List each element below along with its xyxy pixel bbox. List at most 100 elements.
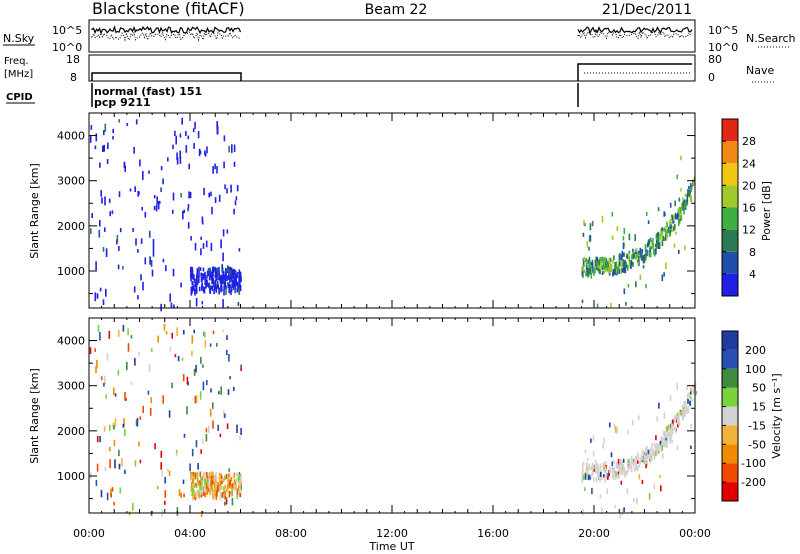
echo-cell <box>222 276 224 283</box>
echo-cell <box>581 471 584 476</box>
echo-cell <box>616 426 618 434</box>
echo-cell <box>183 209 185 213</box>
echo-cell <box>225 270 227 278</box>
echo-cell <box>234 274 237 281</box>
echo-cell <box>690 387 692 393</box>
echo-cell <box>162 258 165 263</box>
echo-cell <box>637 455 640 459</box>
echo-cell <box>130 381 133 386</box>
echo-cell <box>157 335 159 343</box>
echo-cell <box>182 479 185 484</box>
echo-cell <box>175 135 177 145</box>
echo-cell <box>665 442 667 449</box>
echo-cell <box>673 226 675 231</box>
colorbar-segment <box>722 387 738 407</box>
echo-cell <box>140 238 143 244</box>
echo-cell <box>210 388 212 393</box>
echo-cell <box>191 285 194 290</box>
echo-cell <box>196 477 199 482</box>
echo-cell <box>674 200 676 207</box>
echo-cell <box>219 486 221 493</box>
echo-cell <box>142 281 144 291</box>
echo-cell <box>220 493 222 501</box>
echo-cell <box>615 261 618 268</box>
echo-cell <box>237 302 240 306</box>
echo-cell <box>597 463 599 469</box>
y-tick-label: 3000 <box>57 380 85 393</box>
echo-cell <box>663 412 666 419</box>
echo-cell <box>226 229 229 234</box>
echo-cell <box>583 257 585 261</box>
echo-cell <box>686 194 689 201</box>
echo-cell <box>191 489 194 496</box>
echo-cell <box>216 276 219 280</box>
echo-cell <box>620 254 623 261</box>
echo-cell <box>590 465 593 470</box>
echo-cell <box>637 466 639 471</box>
echo-cell <box>674 426 677 434</box>
echo-cell <box>582 461 585 466</box>
echo-cell <box>138 191 140 195</box>
echo-cell <box>222 252 224 262</box>
echo-cell <box>209 343 212 347</box>
echo-cell <box>586 471 588 478</box>
echo-cell <box>684 204 687 210</box>
echo-cell <box>193 484 196 488</box>
echo-cell <box>687 406 690 414</box>
echo-cell <box>233 386 235 391</box>
x-axis: 00:00 04:00 08:00 12:00 16:00 20:00 00:00 <box>73 527 711 540</box>
echo-cell <box>224 413 226 418</box>
echo-cell <box>200 510 203 517</box>
echo-cell <box>588 468 590 472</box>
echo-cell <box>132 228 134 232</box>
echo-cell <box>127 328 129 335</box>
echo-cell <box>181 117 183 125</box>
echo-cell <box>677 208 680 216</box>
echo-cell <box>226 268 228 273</box>
echo-cell <box>651 443 653 447</box>
echo-cell <box>657 231 659 238</box>
echo-cell <box>595 476 598 483</box>
echo-cell <box>584 449 587 454</box>
echo-cell <box>631 458 634 465</box>
echo-cell <box>661 240 664 246</box>
echo-cell <box>622 259 625 266</box>
echo-cell <box>627 459 630 464</box>
echo-cell <box>653 483 656 490</box>
echo-cell <box>239 487 242 494</box>
echo-cell <box>231 144 233 153</box>
echo-cell <box>229 475 231 479</box>
echo-cell <box>603 437 606 443</box>
echo-cell <box>89 135 92 143</box>
echo-cell <box>228 490 231 498</box>
echo-cell <box>226 188 228 194</box>
echo-cell <box>194 395 197 404</box>
echo-cell <box>635 456 637 463</box>
echo-cell <box>193 143 195 149</box>
echo-cell <box>656 416 659 422</box>
echo-cell <box>194 472 197 480</box>
echo-cell <box>687 398 689 404</box>
echo-cell <box>611 468 614 475</box>
echo-cell <box>674 212 677 220</box>
colorbar-segment <box>722 482 738 501</box>
cpid-line-1: normal (fast) 151 <box>94 85 202 98</box>
echo-cell <box>214 476 216 482</box>
echo-cell <box>581 476 584 484</box>
echo-cell <box>140 274 142 281</box>
echo-cell <box>205 434 208 442</box>
echo-cell <box>649 448 651 454</box>
echo-cell <box>655 233 658 240</box>
echo-cell <box>581 463 584 470</box>
echo-cell <box>633 468 636 472</box>
echo-cell <box>613 268 615 276</box>
echo-cell <box>600 261 603 267</box>
echo-cell <box>209 488 211 496</box>
echo-cell <box>122 423 125 428</box>
echo-cell <box>619 261 621 267</box>
echo-cell <box>195 277 198 284</box>
echo-cell <box>614 504 616 508</box>
echo-cell <box>653 248 655 255</box>
echo-cell <box>209 408 212 417</box>
echo-cell <box>214 284 216 290</box>
